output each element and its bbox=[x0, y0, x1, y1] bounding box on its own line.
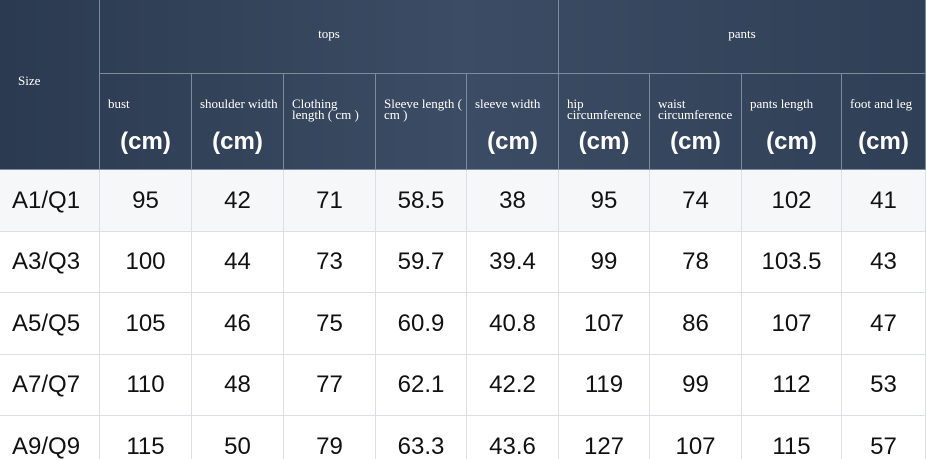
column-unit: (cm) bbox=[578, 128, 630, 155]
cell: 86 bbox=[650, 293, 742, 355]
column-label: shoulder width bbox=[200, 96, 278, 111]
column-header: hip circumference (cm) bbox=[559, 74, 650, 170]
size-label: Size bbox=[18, 73, 41, 88]
column-header: pants length (cm) bbox=[742, 74, 842, 170]
cell: 78 bbox=[650, 232, 742, 293]
column-unit: (cm) bbox=[120, 128, 171, 155]
cell: 99 bbox=[559, 232, 650, 293]
column-header: Sleeve length ( cm ) bbox=[376, 74, 467, 170]
column-header: Clothing length ( cm ) bbox=[284, 74, 376, 170]
cell: 102 bbox=[742, 170, 842, 232]
cell: 60.9 bbox=[376, 293, 467, 355]
column-label: hip circumference bbox=[567, 96, 642, 122]
cell: 119 bbox=[559, 355, 650, 416]
cell: 40.8 bbox=[467, 293, 559, 355]
cell: 71 bbox=[284, 170, 376, 232]
column-label: foot and leg bbox=[850, 96, 913, 111]
column-label: pants length bbox=[750, 96, 814, 111]
column-header: foot and leg (cm) bbox=[842, 74, 926, 170]
size-header: Size bbox=[0, 0, 100, 170]
cell: 110 bbox=[100, 355, 192, 416]
column-unit: (cm) bbox=[212, 128, 263, 155]
column-label: waist circumference bbox=[658, 96, 733, 122]
group-header: tops bbox=[100, 0, 559, 74]
cell: 63.3 bbox=[376, 416, 467, 459]
cell: 107 bbox=[559, 293, 650, 355]
cell: 53 bbox=[842, 355, 926, 416]
cell: 115 bbox=[742, 416, 842, 459]
column-label: Clothing length ( cm ) bbox=[292, 96, 359, 122]
column-header: bust (cm) bbox=[100, 74, 192, 170]
cell: 95 bbox=[559, 170, 650, 232]
cell: 50 bbox=[192, 416, 284, 459]
cell: 46 bbox=[192, 293, 284, 355]
cell: 127 bbox=[559, 416, 650, 459]
column-unit: (cm) bbox=[858, 128, 909, 155]
cell: A7/Q7 bbox=[0, 355, 100, 416]
column-label: bust bbox=[108, 96, 130, 111]
cell: 79 bbox=[284, 416, 376, 459]
column-label: sleeve width bbox=[475, 96, 541, 111]
cell: 74 bbox=[650, 170, 742, 232]
cell: 42.2 bbox=[467, 355, 559, 416]
group-header: pants bbox=[559, 0, 926, 74]
cell: 57 bbox=[842, 416, 926, 459]
cell: 62.1 bbox=[376, 355, 467, 416]
cell: 58.5 bbox=[376, 170, 467, 232]
column-label: Sleeve length ( cm ) bbox=[384, 96, 462, 122]
cell: A1/Q1 bbox=[0, 170, 100, 232]
cell: 48 bbox=[192, 355, 284, 416]
cell: 59.7 bbox=[376, 232, 467, 293]
column-header: shoulder width (cm) bbox=[192, 74, 284, 170]
cell: A9/Q9 bbox=[0, 416, 100, 459]
cell: 44 bbox=[192, 232, 284, 293]
header-bg bbox=[0, 0, 926, 170]
cell: 115 bbox=[100, 416, 192, 459]
cell: 103.5 bbox=[742, 232, 842, 293]
cell: 41 bbox=[842, 170, 926, 232]
cell: A3/Q3 bbox=[0, 232, 100, 293]
cell: 43 bbox=[842, 232, 926, 293]
cell: 77 bbox=[284, 355, 376, 416]
column-header: sleeve width (cm) bbox=[467, 74, 559, 170]
cell: 100 bbox=[100, 232, 192, 293]
cell: 38 bbox=[467, 170, 559, 232]
column-unit: (cm) bbox=[670, 128, 721, 155]
cell: 73 bbox=[284, 232, 376, 293]
cell: 99 bbox=[650, 355, 742, 416]
column-header: waist circumference (cm) bbox=[650, 74, 742, 170]
cell: 43.6 bbox=[467, 416, 559, 459]
cell: A5/Q5 bbox=[0, 293, 100, 355]
cell: 39.4 bbox=[467, 232, 559, 293]
cell: 42 bbox=[192, 170, 284, 232]
cell: 107 bbox=[650, 416, 742, 459]
cell: 112 bbox=[742, 355, 842, 416]
column-unit: (cm) bbox=[766, 128, 817, 155]
cell: 105 bbox=[100, 293, 192, 355]
cell: 47 bbox=[842, 293, 926, 355]
cell: 75 bbox=[284, 293, 376, 355]
cell: 107 bbox=[742, 293, 842, 355]
column-unit: (cm) bbox=[487, 128, 538, 155]
cell: 95 bbox=[100, 170, 192, 232]
